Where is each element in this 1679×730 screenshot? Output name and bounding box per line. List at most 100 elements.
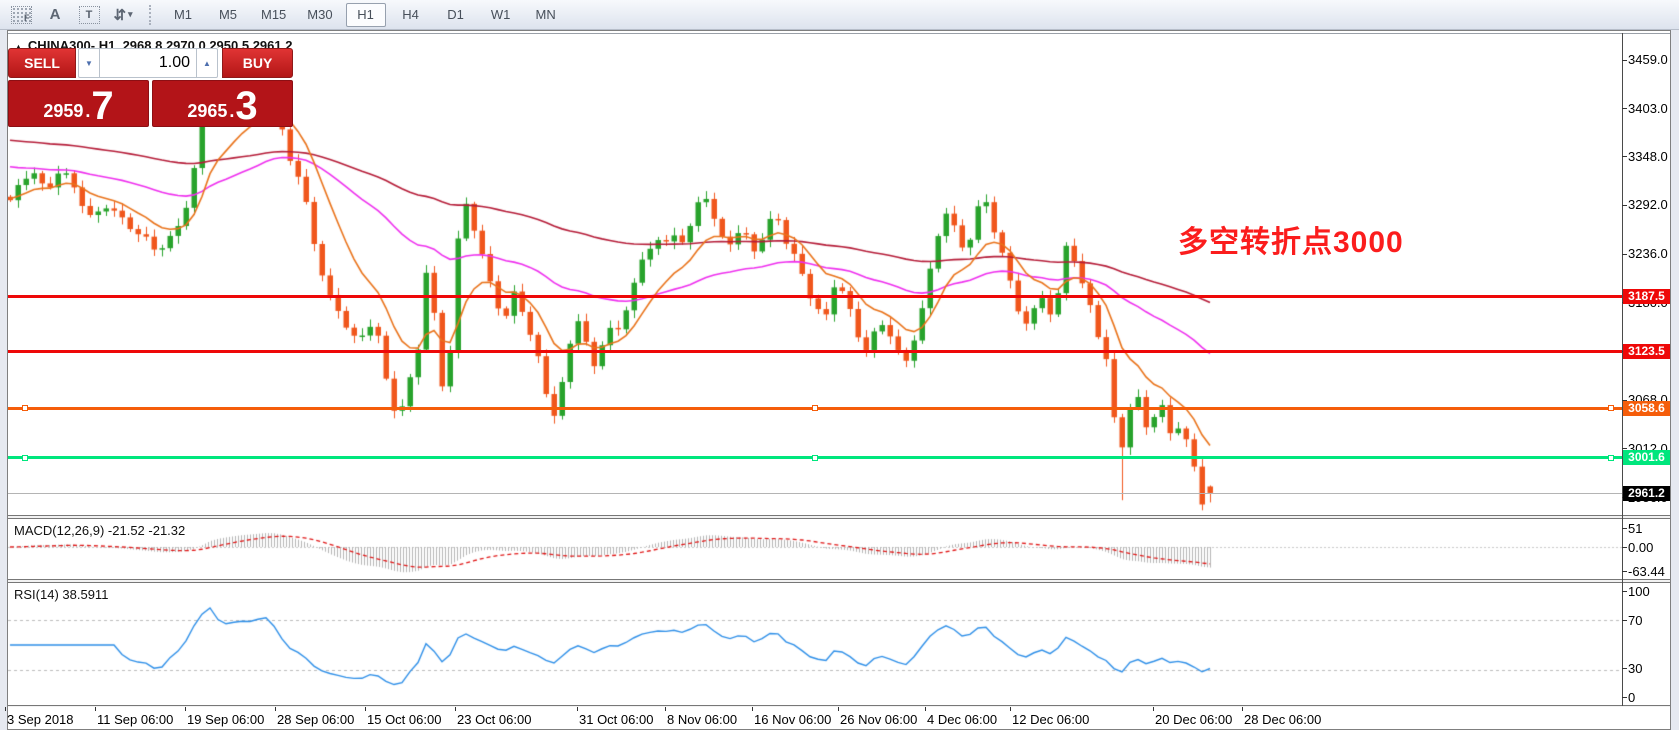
time-axis-tick — [577, 707, 578, 711]
time-axis-tick — [365, 707, 366, 711]
macd-axis-label: 0.00 — [1628, 540, 1654, 555]
rsi-axis-label: 100 — [1628, 584, 1650, 599]
volume-input[interactable]: 1.00 — [100, 48, 196, 78]
price-axis-tick — [1622, 204, 1627, 206]
text-box-icon[interactable]: T — [74, 3, 104, 27]
timeframe-button-d1[interactable]: D1 — [447, 7, 464, 22]
time-axis-label: 23 Oct 06:00 — [457, 712, 532, 727]
rsi-indicator-canvas[interactable] — [8, 583, 1622, 706]
time-axis-label: 3 Sep 2018 — [7, 712, 74, 727]
trade-panel-row-top: SELL ▼ 1.00 ▲ BUY — [8, 48, 293, 78]
line-drag-handle[interactable] — [1608, 454, 1614, 461]
line-drag-handle[interactable] — [22, 405, 28, 412]
time-axis-label: 28 Sep 06:00 — [277, 712, 355, 727]
buy-button[interactable]: BUY — [222, 48, 293, 78]
price-axis-tick — [1622, 108, 1627, 110]
price-level-badge: 3001.6 — [1623, 450, 1670, 466]
time-axis-tick — [185, 707, 186, 711]
price-level-badge: 3123.5 — [1623, 344, 1670, 360]
horizontal-line-3123.5[interactable] — [8, 350, 1622, 354]
line-drag-handle[interactable] — [22, 454, 28, 461]
volume-decrease-button[interactable]: ▼ — [78, 48, 100, 78]
toolbar-separator — [149, 4, 154, 25]
text-label-icon[interactable]: A — [49, 6, 61, 23]
symbol-collapse-icon[interactable]: ▲ — [14, 42, 23, 52]
time-axis-label: 28 Dec 06:00 — [1244, 712, 1322, 727]
time-axis-tick — [1242, 707, 1243, 711]
time-axis-tick — [5, 707, 6, 711]
time-axis-tick — [752, 707, 753, 711]
timeframe-button-h4[interactable]: H4 — [402, 7, 419, 22]
rsi-axis-tick — [1622, 697, 1627, 698]
timeframe-group: M1 M5 M15 M30 H1 H4 D1 W1 MN — [163, 2, 571, 27]
rsi-axis-label: 70 — [1628, 613, 1643, 628]
profiles-grid-icon[interactable]: F — [6, 3, 36, 27]
time-axis-tick — [1010, 707, 1011, 711]
trade-panel-row-prices: 2959. 7 2965. 3 — [8, 80, 293, 127]
time-axis-label: 31 Oct 06:00 — [579, 712, 654, 727]
dropdown-caret-icon: ▾ — [128, 9, 133, 19]
timeframe-button-m1[interactable]: M1 — [173, 7, 193, 22]
price-axis-label: 3292.0 — [1628, 197, 1668, 213]
macd-axis-label: 51 — [1628, 521, 1643, 536]
sell-button[interactable]: SELL — [8, 48, 76, 78]
price-axis-label: 3348.0 — [1628, 148, 1668, 164]
arrange-objects-icon[interactable]: ⇵ ▾ — [113, 6, 133, 24]
rsi-axis-tick — [1622, 620, 1627, 621]
price-axis-label: 3403.0 — [1628, 100, 1668, 116]
bid-price-pips: 7 — [91, 84, 114, 129]
rsi-axis-tick — [1622, 668, 1627, 669]
price-level-badge: 3187.5 — [1623, 288, 1670, 304]
time-axis-label: 26 Nov 06:00 — [840, 712, 918, 727]
ask-price-main: 2965 — [187, 101, 228, 121]
time-axis-label: 20 Dec 06:00 — [1155, 712, 1233, 727]
time-axis-label: 4 Dec 06:00 — [927, 712, 998, 727]
rsi-title: RSI(14) 38.5911 — [14, 587, 109, 602]
horizontal-line-3187.5[interactable] — [8, 294, 1622, 298]
macd-axis-tick — [1622, 547, 1627, 548]
main-macd-splitter[interactable] — [8, 515, 1670, 519]
price-axis-label: 3236.0 — [1628, 246, 1668, 261]
time-axis-label: 11 Sep 06:00 — [97, 712, 174, 727]
time-axis-label: 16 Nov 06:00 — [754, 712, 832, 727]
timeframe-button-h1[interactable]: H1 — [345, 2, 386, 27]
macd-axis-label: -63.44 — [1628, 564, 1665, 579]
time-axis-tick — [838, 707, 839, 711]
line-drag-handle[interactable] — [1608, 405, 1614, 412]
rsi-axis-tick — [1622, 591, 1627, 592]
timeframe-button-m15[interactable]: M15 — [261, 7, 287, 22]
timeframe-button-w1[interactable]: W1 — [490, 7, 511, 22]
ask-price-button[interactable]: 2965. 3 — [152, 80, 293, 127]
time-axis-tick — [665, 707, 666, 711]
ask-price-pips: 3 — [235, 84, 258, 129]
macd-indicator-canvas[interactable] — [8, 519, 1622, 579]
time-axis-tick — [455, 707, 456, 711]
price-axis-tick — [1622, 156, 1627, 158]
rsi-axis-label: 0 — [1628, 690, 1636, 705]
time-axis-tick — [925, 707, 926, 711]
macd-axis-tick — [1622, 528, 1627, 529]
time-axis-label: 8 Nov 06:00 — [667, 712, 738, 727]
macd-rsi-splitter[interactable] — [8, 579, 1670, 583]
time-axis-tick — [275, 707, 276, 711]
line-drag-handle[interactable] — [812, 405, 818, 412]
macd-axis-tick — [1622, 571, 1627, 572]
bid-price-main: 2959 — [43, 101, 84, 121]
line-drag-handle[interactable] — [812, 454, 818, 461]
timeframe-button-m5[interactable]: M5 — [218, 7, 238, 22]
timeframe-button-mn[interactable]: MN — [535, 7, 556, 22]
timeframe-button-m30[interactable]: M30 — [307, 7, 333, 22]
toolbar: F A T ⇵ ▾ M1 M5 M15 M30 H1 H4 D1 W1 MN — [0, 0, 1679, 30]
volume-increase-button[interactable]: ▲ — [196, 48, 218, 78]
time-axis-tick — [1153, 707, 1154, 711]
price-level-badge: 3058.6 — [1623, 400, 1670, 416]
bid-price-button[interactable]: 2959. 7 — [8, 80, 149, 127]
chart-text-annotation[interactable]: 多空转折点3000 — [1178, 226, 1404, 259]
current-price-line — [8, 493, 1622, 495]
time-axis-label: 19 Sep 06:00 — [187, 712, 265, 727]
one-click-trading-panel: SELL ▼ 1.00 ▲ BUY 2959. 7 2965. 3 — [8, 48, 293, 127]
rsi-timeaxis-border — [8, 705, 1670, 707]
price-axis-tick — [1622, 253, 1627, 255]
time-axis-label: 12 Dec 06:00 — [1012, 712, 1090, 727]
